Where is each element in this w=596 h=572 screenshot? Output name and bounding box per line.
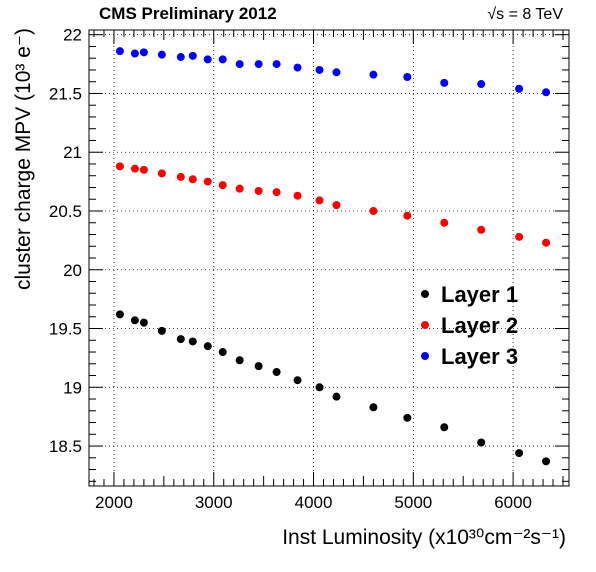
data-point-layer-2 — [254, 187, 263, 196]
data-point-layer-3 — [254, 60, 263, 69]
y-tick-label: 22 — [63, 26, 82, 45]
data-point-layer-1 — [403, 413, 412, 422]
data-points — [115, 47, 551, 466]
data-point-layer-3 — [188, 51, 197, 60]
y-tick-label: 19.5 — [49, 320, 82, 339]
legend-label-layer-2: Layer 2 — [441, 313, 518, 338]
data-point-layer-1 — [293, 376, 302, 385]
legend-marker-layer-3 — [421, 352, 429, 360]
data-point-layer-3 — [272, 60, 281, 69]
data-point-layer-3 — [235, 60, 244, 69]
legend-marker-layer-2 — [421, 321, 429, 329]
y-axis-label: cluster charge MPV (10³ e⁻) — [12, 28, 35, 290]
y-tick-label: 20 — [63, 261, 82, 280]
data-point-layer-2 — [440, 218, 449, 227]
x-tick-label: 5000 — [394, 493, 432, 512]
y-tick-label: 19 — [63, 378, 82, 397]
data-point-layer-2 — [332, 201, 341, 210]
data-point-layer-2 — [542, 238, 551, 247]
data-point-layer-1 — [542, 457, 551, 466]
data-point-layer-3 — [139, 48, 148, 57]
data-point-layer-2 — [272, 188, 281, 197]
data-point-layer-1 — [272, 368, 281, 376]
data-point-layer-3 — [218, 55, 227, 64]
data-point-layer-3 — [369, 70, 378, 79]
x-tick-labels: 2000 3000 4000 5000 6000 — [95, 493, 532, 512]
data-point-layer-2 — [369, 206, 378, 215]
data-point-layer-1 — [332, 392, 341, 401]
data-point-layer-3 — [203, 55, 212, 64]
data-point-layer-1 — [157, 326, 166, 335]
data-point-layer-2 — [130, 164, 139, 173]
x-axis-label: Inst Luminosity (x10³⁰cm⁻²s⁻¹) — [282, 526, 566, 549]
x-tick-label: 4000 — [295, 493, 333, 512]
data-point-layer-2 — [218, 181, 227, 190]
data-point-layer-2 — [157, 169, 166, 178]
data-point-layer-1 — [477, 438, 486, 447]
legend-marker-layer-1 — [421, 290, 429, 298]
x-tick-label: 2000 — [95, 493, 133, 512]
data-point-layer-2 — [515, 232, 524, 241]
data-point-layer-3 — [293, 63, 302, 72]
data-point-layer-3 — [332, 68, 341, 77]
data-point-layer-1 — [188, 337, 197, 346]
legend-label-layer-3: Layer 3 — [441, 344, 518, 369]
data-point-layer-2 — [139, 165, 148, 174]
data-point-layer-3 — [315, 65, 324, 74]
data-point-layer-3 — [542, 88, 551, 97]
data-point-layer-2 — [293, 191, 302, 200]
y-tick-labels: 18.5 19 19.5 20 20.5 21 21.5 22 — [49, 26, 82, 456]
data-point-layer-3 — [440, 78, 449, 87]
header-right: √s = 8 TeV — [487, 6, 563, 23]
header-left: CMS Preliminary 2012 — [99, 4, 277, 23]
data-point-layer-1 — [139, 318, 148, 327]
data-point-layer-1 — [203, 342, 212, 351]
y-tick-label: 18.5 — [49, 437, 82, 456]
plot-frame — [88, 29, 570, 487]
data-point-layer-1 — [218, 348, 227, 357]
y-tick-label: 20.5 — [49, 202, 82, 221]
data-point-layer-2 — [315, 196, 324, 205]
data-point-layer-1 — [235, 356, 244, 365]
legend-label-layer-1: Layer 1 — [441, 282, 518, 307]
data-point-layer-1 — [254, 362, 263, 371]
data-point-layer-2 — [188, 175, 197, 184]
data-point-layer-3 — [403, 73, 412, 82]
data-point-layer-2 — [235, 184, 244, 193]
data-point-layer-2 — [176, 172, 185, 181]
data-point-layer-3 — [176, 53, 185, 62]
data-point-layer-3 — [157, 50, 166, 59]
y-tick-label: 21.5 — [49, 84, 82, 103]
data-point-layer-1 — [176, 335, 185, 344]
data-point-layer-1 — [130, 316, 139, 325]
axis-ticks — [89, 30, 569, 486]
data-point-layer-3 — [515, 84, 524, 93]
data-point-layer-2 — [477, 225, 486, 234]
legend: Layer 1 Layer 2 Layer 3 — [421, 282, 518, 369]
data-point-layer-1 — [315, 383, 324, 392]
data-point-layer-1 — [515, 449, 524, 458]
data-point-layer-3 — [115, 47, 124, 56]
x-tick-label: 3000 — [195, 493, 233, 512]
data-point-layer-3 — [477, 80, 486, 89]
data-point-layer-1 — [369, 403, 378, 412]
grid — [89, 30, 569, 486]
x-tick-label: 6000 — [494, 493, 532, 512]
data-point-layer-2 — [403, 211, 412, 220]
data-point-layer-1 — [440, 423, 449, 432]
y-tick-label: 21 — [63, 143, 82, 162]
data-point-layer-2 — [115, 162, 124, 171]
data-point-layer-3 — [130, 49, 139, 58]
data-point-layer-2 — [203, 177, 212, 186]
data-point-layer-1 — [115, 310, 124, 319]
